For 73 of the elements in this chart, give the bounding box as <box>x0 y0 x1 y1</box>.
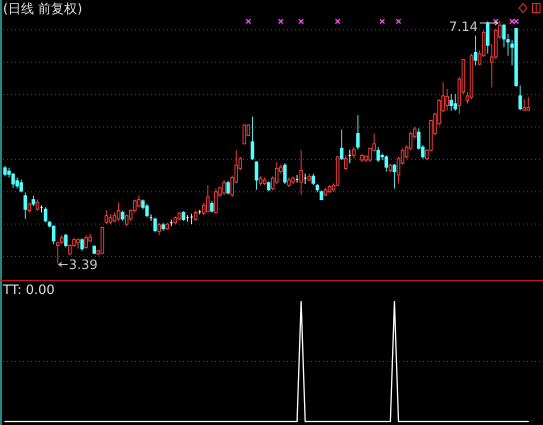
candlestick <box>392 163 396 189</box>
candlestick <box>104 210 108 225</box>
candlestick <box>170 219 174 227</box>
candlestick <box>522 98 526 112</box>
candlestick <box>92 245 96 254</box>
candlestick <box>242 124 246 145</box>
candlestick <box>157 222 161 236</box>
candlestick <box>470 53 474 100</box>
candlestick <box>145 204 149 218</box>
candlestick <box>360 154 364 162</box>
candlestick <box>178 212 182 221</box>
candlestick <box>28 202 32 213</box>
candlestick <box>340 129 344 160</box>
candlestick <box>384 155 388 172</box>
candlestick <box>214 188 218 214</box>
candlestick <box>153 217 157 232</box>
candlestick <box>324 187 328 197</box>
candlestick <box>40 204 44 213</box>
candlestick <box>64 233 68 248</box>
candlestick <box>454 93 458 112</box>
candlestick <box>116 202 120 222</box>
candlestick <box>283 162 287 184</box>
candlestick <box>328 184 332 194</box>
candlestick <box>291 176 295 184</box>
candlestick <box>222 180 226 196</box>
candlestick <box>307 173 311 182</box>
candlestick <box>210 200 214 213</box>
candlestick <box>186 214 190 222</box>
candlestick <box>108 214 112 225</box>
candlestick <box>250 116 254 160</box>
candlestick <box>32 195 36 206</box>
candlestick <box>19 178 23 193</box>
candlestick <box>258 176 262 186</box>
chart-title: (日线 前复权) <box>3 2 82 17</box>
candlestick <box>36 199 40 211</box>
chart-title: TT: 0.00 <box>2 283 55 298</box>
candlestick <box>474 35 478 66</box>
candlestick <box>449 93 453 112</box>
candlestick <box>356 114 360 150</box>
candlestick <box>287 177 291 188</box>
candlestick <box>80 238 84 252</box>
candlestick <box>120 210 124 222</box>
candlestick <box>352 146 356 160</box>
candlestick <box>303 173 307 184</box>
candlestick <box>206 184 210 213</box>
candlestick <box>3 165 7 177</box>
candlestick <box>182 210 186 222</box>
candlestick <box>254 160 258 190</box>
candlestick <box>194 210 198 222</box>
candlestick <box>226 180 230 195</box>
candlestick <box>526 96 530 112</box>
candlestick <box>84 234 88 250</box>
candlestick <box>262 177 266 186</box>
candlestick <box>190 213 194 225</box>
candlestick <box>266 180 270 192</box>
candlestick <box>299 150 303 196</box>
annotation: 7.14 <box>448 20 478 36</box>
candlestick <box>56 241 60 264</box>
candlestick <box>295 174 299 184</box>
annotation: 3.39 <box>68 258 98 274</box>
candlestick <box>100 226 104 254</box>
candlestick <box>344 155 348 171</box>
candlestick <box>76 238 80 250</box>
candlestick <box>149 214 153 222</box>
candlestick <box>174 216 178 225</box>
candlestick <box>348 149 352 164</box>
candlestick <box>15 177 19 189</box>
candlestick <box>52 224 56 245</box>
candlestick <box>376 146 380 162</box>
candlestick <box>24 192 28 220</box>
candlestick <box>60 234 64 245</box>
candlestick <box>388 163 392 173</box>
candlestick <box>166 222 170 230</box>
